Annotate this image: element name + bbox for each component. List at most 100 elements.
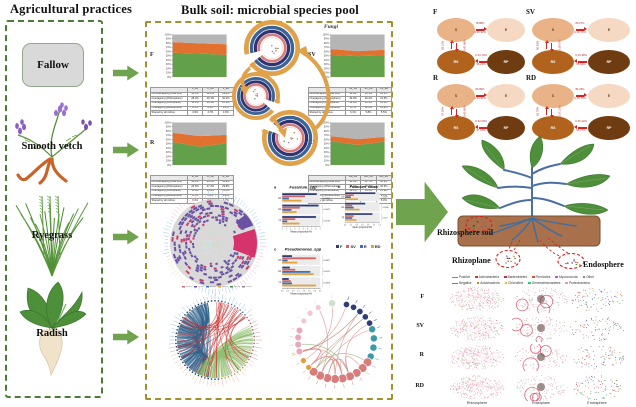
svg-text:30%: 30% — [166, 63, 172, 66]
co-occurrence-network — [289, 294, 383, 389]
svg-text:50%: 50% — [166, 55, 172, 58]
legend-item: Proteobacteria — [565, 281, 590, 285]
svg-text:60%: 60% — [324, 50, 330, 53]
pct-top-above: 78.88% — [475, 21, 485, 25]
pct-top-below: U:15.75% — [574, 97, 586, 100]
flow-arrow-radish — [113, 329, 139, 345]
arrow-vertical — [551, 43, 553, 49]
pct-bottom-below: 57.91% — [476, 129, 486, 132]
node-rhizoplane: RP — [487, 50, 525, 74]
taxa-ring-cycle — [232, 19, 331, 167]
svg-text:90%: 90% — [324, 126, 330, 129]
arrowhead — [574, 59, 578, 64]
plant-compartment-illustration — [457, 135, 611, 270]
st-panel-label: F — [433, 8, 438, 16]
legend-item: Positive — [452, 275, 470, 279]
flow-arrow-to-plant — [396, 181, 448, 243]
svg-text:0%: 0% — [167, 164, 171, 167]
svg-text:0.072: 0.072 — [383, 217, 388, 219]
pct-left-inner: U:39.07% — [558, 39, 562, 52]
svg-text:0.6: 0.6 — [361, 224, 363, 226]
svg-text:100%: 100% — [165, 33, 172, 36]
source-tracking-RD: RD S E RS RP 84.25% U:15.75% U:36.23% 63… — [526, 74, 632, 142]
svg-text:80%: 80% — [324, 130, 330, 133]
legend-item: F — [336, 244, 342, 249]
pct-left-outer: 62.79% — [536, 106, 540, 116]
pct-bottom-below: 65.62% — [576, 63, 586, 66]
network-cell — [514, 344, 568, 371]
svg-text:0%: 0% — [325, 76, 329, 79]
svg-text:3.5: 3.5 — [319, 290, 322, 292]
svg-text:Pseudomonas_spp: Pseudomonas_spp — [285, 247, 322, 252]
svg-text:40%: 40% — [166, 147, 172, 150]
network-cell — [450, 316, 505, 341]
svg-text:0.0: 0.0 — [344, 224, 346, 226]
stacked-area-chart-RD: 0%10% 20%30%40%50% 60%70%80%90% 100% — [323, 121, 385, 167]
svg-text:2.5: 2.5 — [308, 290, 311, 292]
svg-text:0.0036: 0.0036 — [383, 207, 390, 209]
smooth-vetch-illustration — [15, 102, 92, 185]
svg-text:80%: 80% — [166, 42, 172, 45]
grid-row-label: RD — [415, 383, 424, 389]
svg-text:1.0: 1.0 — [292, 290, 295, 292]
radish-illustration — [19, 281, 87, 377]
svg-text:0.2: 0.2 — [350, 224, 352, 226]
svg-text:2: 2 — [290, 228, 291, 230]
legend-item: Myxococcota — [555, 275, 578, 279]
svg-text:TF: TF — [278, 282, 282, 285]
legend-item: Chloroflexi — [504, 281, 523, 285]
fungi-label: Fungi — [323, 24, 339, 30]
svg-text:0.0136: 0.0136 — [323, 221, 330, 223]
svg-text:G0: G0 — [341, 196, 345, 198]
rhizoplane-label: Rhizoplane — [452, 256, 491, 265]
svg-text:0.0029: 0.0029 — [323, 198, 330, 200]
pct-top-below: U:16.91% — [474, 97, 486, 100]
arrow-vertical — [451, 43, 453, 49]
practices-box — [5, 20, 103, 398]
svg-text:TF: TF — [341, 217, 344, 219]
svg-text:10%: 10% — [324, 160, 330, 163]
svg-text:1: 1 — [286, 228, 287, 230]
stacked-chart-label: R — [150, 140, 155, 146]
svg-text:70%: 70% — [166, 46, 172, 49]
svg-text:Mean proportion/%: Mean proportion/% — [353, 226, 372, 229]
chord-diagram — [168, 286, 262, 387]
node-rhizoplane: RP — [588, 116, 630, 140]
st-panel-label: SV — [526, 8, 535, 16]
legend-item: R — [359, 244, 367, 249]
grid-row-label: R — [419, 352, 424, 358]
arrowhead — [475, 59, 479, 64]
legend-item: Negative — [452, 281, 472, 285]
legend-item: Firmicutes — [532, 275, 550, 279]
pct-top-below: U:21.12% — [474, 31, 486, 34]
grid-col-label: Rhizosphere — [466, 401, 488, 405]
svg-text:60%: 60% — [166, 138, 172, 141]
node-rhizosphere: RS — [437, 116, 475, 140]
svg-text:TF: TF — [278, 220, 282, 223]
svg-text:0: 0 — [282, 228, 283, 230]
arrow-vertical — [546, 43, 548, 49]
svg-text:G1: G1 — [278, 208, 282, 211]
svg-text:4: 4 — [299, 228, 300, 230]
svg-text:80%: 80% — [166, 130, 172, 133]
rhizosphere-soil-label: Rhizosphere soil — [437, 228, 494, 237]
pct-bottom-above: U:36.23% — [575, 119, 587, 123]
pct-bottom-above: U:42.09% — [475, 119, 487, 123]
stacked-area-chart-SV: 0%10% 20%30%40%50% 60%70%80%90% 100% — [323, 33, 385, 79]
svg-text:70%: 70% — [166, 134, 172, 137]
svg-text:9: 9 — [320, 228, 321, 230]
arrow-vertical — [546, 109, 548, 115]
arrowhead — [449, 39, 454, 43]
arrow-s-to-e — [575, 29, 584, 31]
flow-arrow-vetch — [113, 142, 139, 158]
radish-label: Radish — [36, 328, 68, 339]
svg-text:5: 5 — [303, 228, 304, 230]
svg-text:90%: 90% — [324, 38, 330, 41]
stacked-block-R: R 0% 10% 20% 30% 40% 50% 60% 70% 80% 90% 100% R_1B… — [150, 118, 235, 204]
legend-item: Other — [582, 275, 594, 279]
svg-text:3.0: 3.0 — [313, 290, 316, 292]
svg-text:Fusarium_solani: Fusarium_solani — [350, 185, 380, 189]
pct-bottom-above: U:43.79% — [475, 53, 487, 57]
svg-text:70%: 70% — [324, 46, 330, 49]
